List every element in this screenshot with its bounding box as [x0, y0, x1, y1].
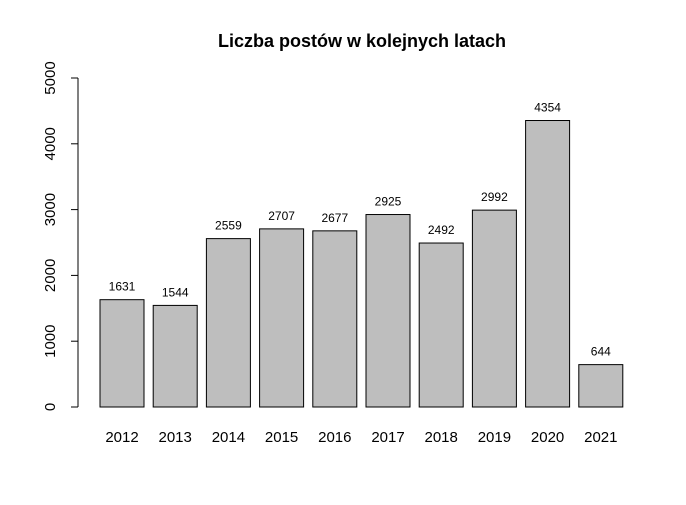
- bar-2019: [471, 209, 517, 408]
- x-tick-label-2012: 2012: [105, 429, 138, 446]
- data-label-2021: 644: [591, 345, 611, 359]
- x-tick-label-2021: 2021: [584, 429, 617, 446]
- x-tick-label-2017: 2017: [371, 429, 404, 446]
- bar-2018: [418, 242, 464, 408]
- x-tick-label-2013: 2013: [159, 429, 192, 446]
- x-tick-label-2016: 2016: [318, 429, 351, 446]
- data-label-2014: 2559: [215, 219, 242, 233]
- data-label-2018: 2492: [428, 223, 455, 237]
- y-tick-label: 3000: [42, 193, 59, 226]
- y-tick-label: 1000: [42, 325, 59, 358]
- y-tick-label: 5000: [42, 61, 59, 94]
- bar-2015: [259, 228, 305, 408]
- chart-title: Liczba postów w kolejnych latach: [218, 31, 506, 51]
- bar-2014: [205, 238, 251, 408]
- x-tick-label-2015: 2015: [265, 429, 298, 446]
- x-tick-label-2018: 2018: [425, 429, 458, 446]
- data-label-2015: 2707: [268, 209, 295, 223]
- y-axis: 0 1000 2000 3000 4000 5000: [42, 61, 79, 411]
- bar-2020: [525, 120, 571, 408]
- data-label-2019: 2992: [481, 190, 508, 204]
- y-tick-label: 0: [42, 403, 59, 411]
- data-label-2012: 1631: [109, 280, 136, 294]
- data-label-2020: 4354: [534, 101, 561, 115]
- y-tick-label: 2000: [42, 259, 59, 292]
- bar-2013: [152, 304, 198, 408]
- bar-2016: [312, 230, 358, 408]
- x-tick-label-2019: 2019: [478, 429, 511, 446]
- x-axis-labels: 2012 2013 2014 2015 2016 2017 2018 2019 2020 2021: [105, 429, 617, 446]
- x-tick-label-2020: 2020: [531, 429, 564, 446]
- bar-2012: [99, 299, 145, 408]
- data-label-2016: 2677: [321, 211, 348, 225]
- bar-2021: [578, 364, 624, 408]
- data-label-2013: 1544: [162, 285, 189, 299]
- bars: [99, 120, 624, 408]
- bar-2017: [365, 214, 411, 408]
- y-tick-label: 4000: [42, 127, 59, 160]
- data-labels: 1631 1544 2559 2707 2677 2925 2492 2992 4354 644: [109, 101, 611, 359]
- data-label-2017: 2925: [375, 195, 402, 209]
- x-tick-label-2014: 2014: [212, 429, 245, 446]
